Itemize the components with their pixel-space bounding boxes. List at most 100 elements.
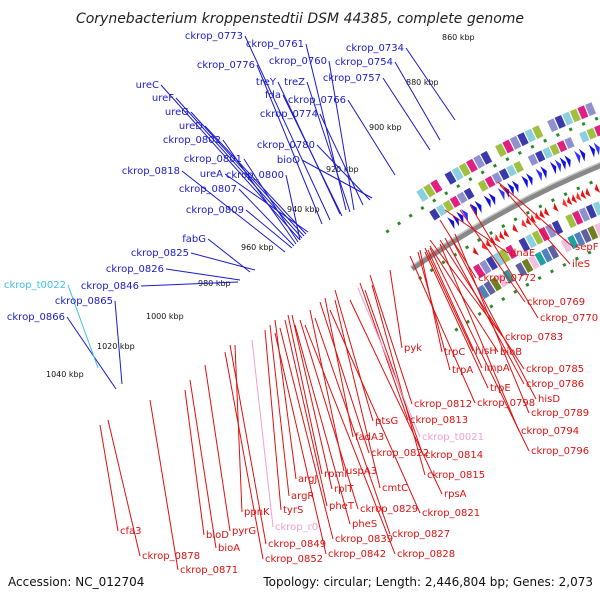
leader-line [114,300,123,385]
inner-category-block [578,207,591,222]
leader-line [160,84,301,241]
gene-label: ckrop_0789 [531,408,589,419]
gene-label: ureD [179,121,203,132]
backbone-ring [410,163,600,272]
inner-category-block [585,204,597,219]
scale-tick-label: 960 kbp [241,243,274,252]
gene-label: fadA3 [355,432,384,443]
gene-label: ckrop_0802 [163,135,221,146]
inner-category-block [485,256,498,271]
gene-label: bioA [218,543,240,554]
reverse-gene-arrow [495,233,501,243]
leader-line [294,324,351,525]
forward-gene-arrow [507,183,514,196]
leader-line [256,64,323,225]
gene-label: ckrop_0825 [131,248,189,259]
innermost-category-block [534,251,547,266]
leader-line [424,247,474,352]
gene-label: ckrop_0776 [197,60,255,71]
outermost-category-block [509,135,522,150]
outer-category-block [436,204,447,217]
gene-label: bioQ [277,155,300,166]
gene-label: ckrop_0760 [269,56,327,67]
outer-category-block [557,140,568,153]
leader-line [287,314,323,475]
gene-label: ckrop_0773 [185,31,243,42]
gene-label: ckrop_0774 [260,109,318,120]
reverse-gene-arrow [503,228,510,238]
gene-label: hisH [475,346,497,357]
scale-tick-label: 940 kbp [287,205,320,214]
outer-category-block [549,143,560,156]
inner-category-block [479,259,492,275]
leader-line [444,209,509,254]
outermost-category-block [480,150,493,165]
reverse-gene-arrow [571,194,578,204]
reverse-gene-arrow [473,246,479,256]
gene-label: fda [265,90,281,101]
leader-line [269,324,290,497]
leader-line [306,81,351,213]
reverse-gene-arrow [526,216,532,226]
gene-label: ckrop_0866 [7,312,65,323]
leader-line [389,269,403,349]
outermost-category-block [416,188,429,202]
reverse-gene-arrow [544,207,550,217]
forward-gene-arrow [526,173,533,186]
innermost-category-block [580,228,592,243]
outermost-category-block [430,179,443,194]
leader-line [329,309,421,514]
forward-gene-arrow [488,193,496,206]
gene-label: ckrop_0829 [360,504,418,515]
reverse-gene-arrow [499,231,506,240]
scale-tick-label: 880 kbp [406,78,439,87]
forward-gene-arrow [549,161,557,175]
leader-layer [66,35,574,571]
gene-label: ckrop_0865 [55,296,113,307]
gene-label: ckrop_0839 [335,534,393,545]
gene-label: ckrop_0826 [106,264,164,275]
leader-line [449,235,537,400]
gene-label: ckrop_0813 [410,415,468,426]
gene-label: ckrop_0828 [397,549,455,560]
outer-category-block [442,199,454,212]
outermost-category-block [502,139,514,154]
reverse-gene-arrow [512,223,519,233]
reverse-gene-arrow [594,183,600,193]
gene-label: uspA3 [346,466,377,477]
gene-label: ptsG [375,416,398,427]
leader-line [67,284,99,369]
gene-label: sepF [575,242,599,253]
innermost-category-block [496,273,509,288]
inner-category-block [572,210,584,225]
leader-line [222,139,297,245]
gene-label: pyrG [232,526,256,537]
scale-tick-label: 860 kbp [442,33,475,42]
gene-label: ckrop_t0022 [4,280,66,291]
leader-line [357,287,421,438]
leader-line [319,301,370,454]
inner-category-block [565,213,577,229]
leader-line [334,299,381,489]
forward-gene-arrow [540,166,547,179]
gene-label: ckrop_0842 [328,549,386,560]
outermost-category-block [532,125,544,139]
gene-label: ckrop_0807 [179,184,237,195]
gene-label: ckrop_0800 [226,170,284,181]
leader-line [175,97,303,239]
innermost-category-block [560,238,572,253]
outer-category-block [463,187,475,200]
gene-label: pheS [352,519,377,530]
innermost-category-block [477,284,490,299]
gene-label: ckrop_0814 [425,450,483,461]
inner-category-block [473,263,486,279]
tick-layer: 860 kbp 880 kbp 900 kbp 920 kbp 940 kbp 960 k… [46,33,475,379]
outermost-category-block [517,132,529,147]
gene-label: ureG [165,107,189,118]
innermost-category-block [541,248,553,263]
forward-gene-arrow [469,203,477,216]
leader-line [181,170,286,253]
leader-line [459,209,526,303]
inner-category-block [545,223,557,238]
